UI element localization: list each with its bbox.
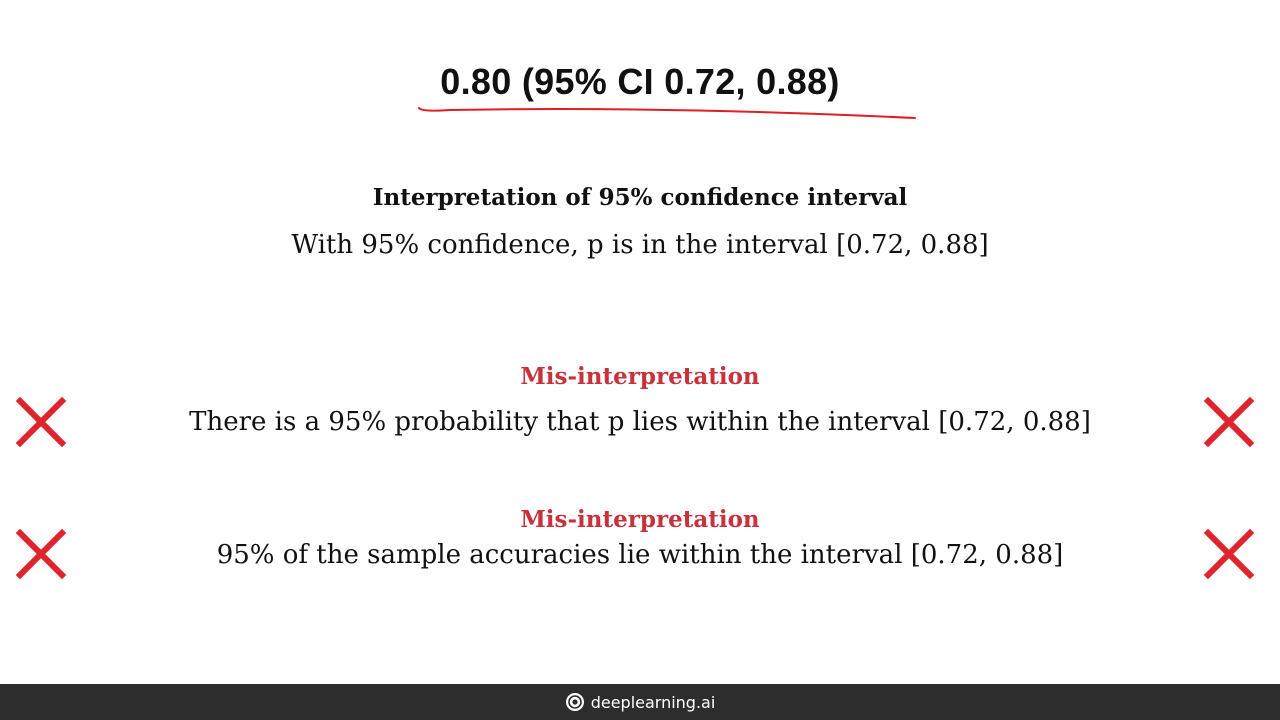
misinterpretation-2-title: Mis-interpretation [520,506,760,533]
interpretation-title: Interpretation of 95% confidence interva… [372,184,908,211]
footer-bar: deeplearning.ai [0,684,1280,720]
deeplearning-logo-icon [565,693,584,711]
confidence-interval-headline: 0.80 (95% CI 0.72, 0.88) [440,61,840,102]
red-underline-annotation [418,107,916,119]
cross-icon [1203,528,1255,580]
cross-icon [1203,396,1255,448]
misinterpretation-2-text: 95% of the sample accuracies lie within … [216,540,1064,570]
footer-brand: deeplearning.ai [590,692,716,712]
cross-icon [15,528,67,580]
cross-icon [15,396,67,448]
slide: 0.80 (95% CI 0.72, 0.88) Interpretation … [15,61,1255,580]
misinterpretation-1-text: There is a 95% probability that p lies w… [189,407,1091,437]
interpretation-text: With 95% confidence, p is in the interva… [291,230,989,260]
misinterpretation-1-title: Mis-interpretation [520,363,760,390]
